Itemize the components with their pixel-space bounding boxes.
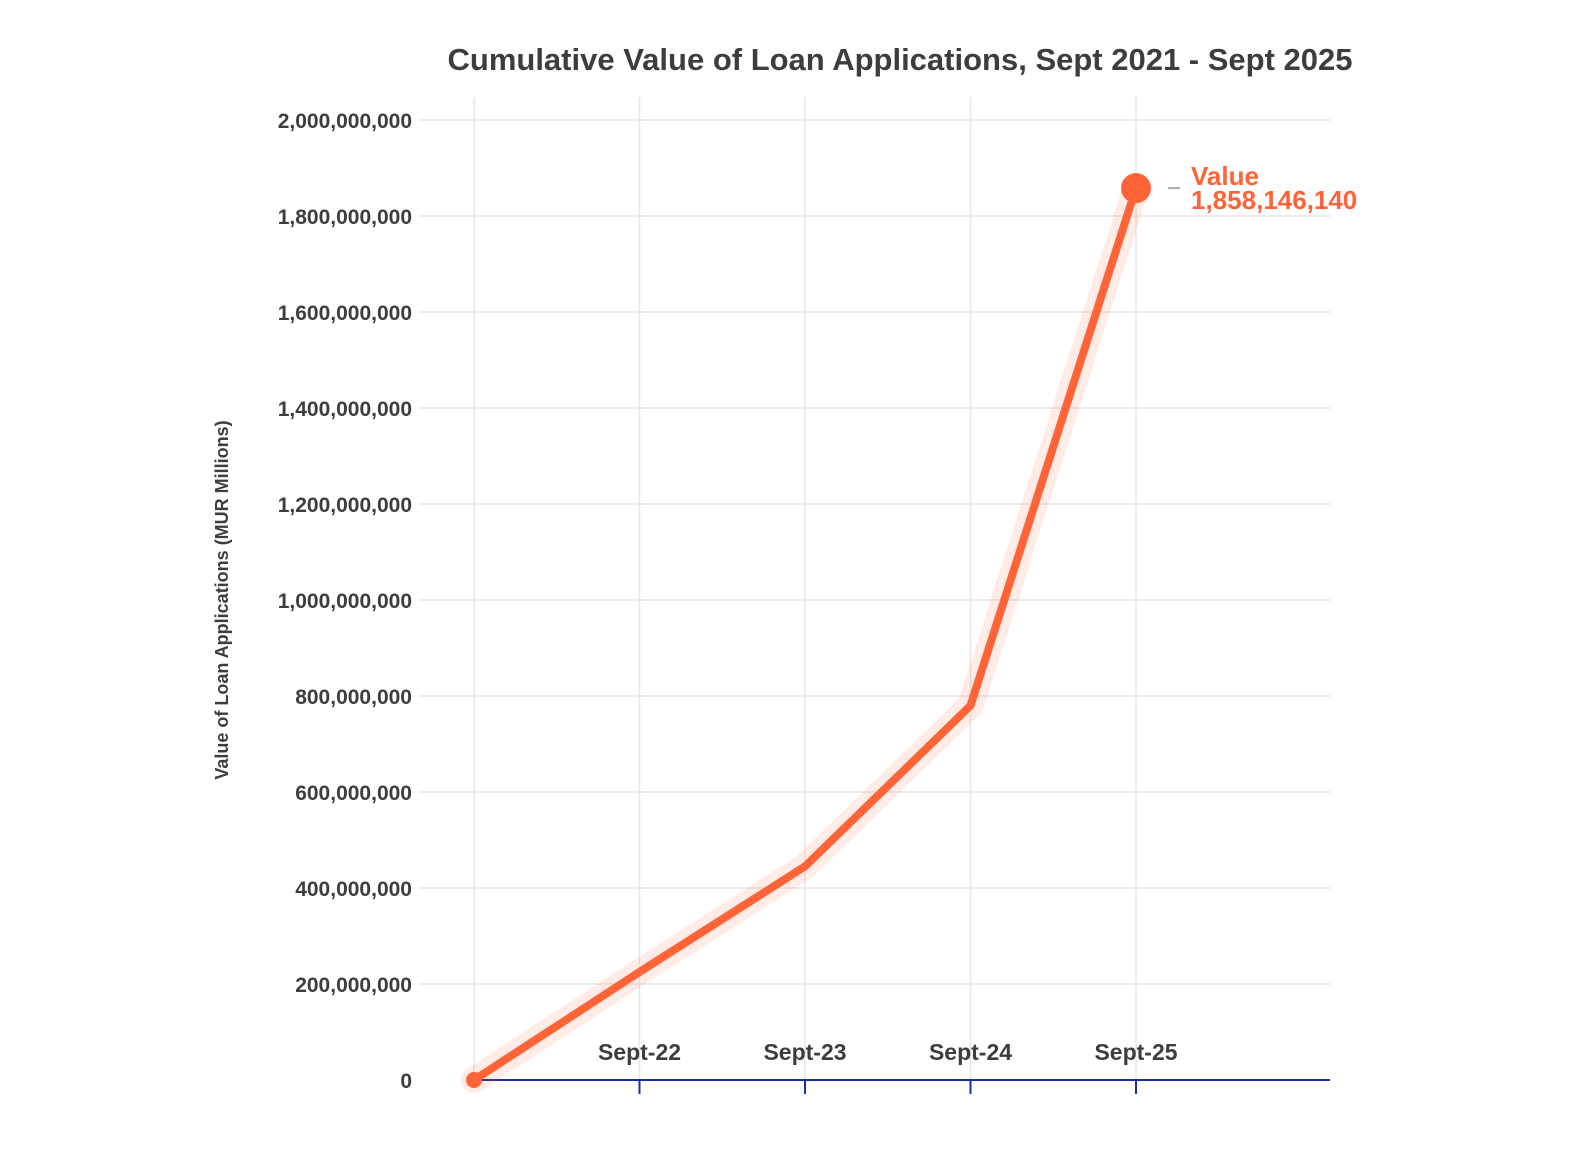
y-tick-label: 600,000,000: [295, 782, 412, 805]
x-tick-label: Sept-23: [763, 1039, 846, 1065]
series-line-path: [470, 184, 1140, 1084]
x-tick-label: Sept-25: [1094, 1039, 1177, 1065]
y-tick-label: 0: [400, 1070, 412, 1093]
x-tick-label: Sept-22: [598, 1039, 681, 1065]
y-tick-label: 1,600,000,000: [278, 302, 412, 325]
y-tick-label: 2,000,000,000: [278, 110, 412, 133]
y-tick-label: 1,000,000,000: [278, 590, 412, 613]
y-tick-label: 200,000,000: [295, 974, 412, 997]
x-tick-label: Sept-24: [929, 1039, 1012, 1065]
data-point-end: [1121, 173, 1151, 204]
y-tick-label: 800,000,000: [295, 686, 412, 709]
series-line: [461, 175, 1149, 1093]
chart-title: Cumulative Value of Loan Applications, S…: [448, 42, 1353, 77]
y-tick-label: 1,800,000,000: [278, 206, 412, 229]
annotation-value: 1,858,146,140: [1191, 185, 1357, 215]
y-tick-label: 1,200,000,000: [278, 494, 412, 517]
x-axis: Sept-22 Sept-23 Sept-24 Sept-25: [470, 1039, 1330, 1094]
y-axis-label: Value of Loan Applications (MUR Millions…: [212, 420, 232, 779]
y-tick-label: 400,000,000: [295, 878, 412, 901]
data-point-start: [466, 1072, 482, 1088]
y-tick-label: 1,400,000,000: [278, 398, 412, 421]
grid-lines: [420, 97, 1330, 1080]
annotation-label: Value: [1191, 161, 1259, 191]
y-axis-ticks: 0 200,000,000 400,000,000 600,000,000 800,00…: [278, 110, 412, 1093]
